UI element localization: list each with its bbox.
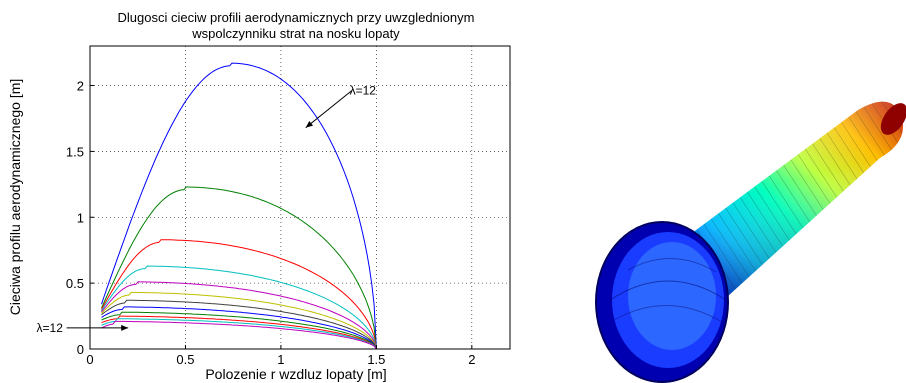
- annotations: λ=12 λ=12: [37, 84, 377, 335]
- axis-ticks: 0 0.5 1 1.5 2 0 0.5 1 1.5 2: [66, 79, 476, 367]
- series-line-7: [101, 299, 377, 350]
- series-line-1: [101, 62, 377, 350]
- series-line-5: [101, 281, 377, 350]
- y-tick-label: 0.5: [66, 276, 84, 291]
- series-line-6: [101, 291, 377, 350]
- annotation-arrow-head: [121, 324, 129, 331]
- x-tick-label: 0: [86, 352, 93, 367]
- x-tick-label: 1: [277, 352, 284, 367]
- series-line-4: [101, 265, 377, 350]
- series-line-8: [101, 306, 377, 350]
- series-line-11: [101, 318, 377, 350]
- y-tick-label: 0: [77, 342, 84, 357]
- plot-frame: [89, 45, 511, 350]
- y-tick-label: 1: [77, 210, 84, 225]
- annotation-arrow-line: [305, 90, 352, 129]
- chart-title-line-1: Dlugosci cieciw profili aerodynamicznych…: [118, 10, 475, 25]
- x-axis-label: Polozenie r wzdluz lopaty [m]: [205, 366, 386, 382]
- annotation-arrow-head: [305, 120, 314, 128]
- x-tick-label: 2: [468, 352, 475, 367]
- blade-3d-render: [595, 101, 906, 383]
- chart-title-line-2: wspolczynniku strat na nosku lopaty: [191, 26, 400, 41]
- grid: [90, 46, 510, 349]
- y-tick-label: 2: [77, 79, 84, 94]
- x-tick-label: 1.5: [367, 352, 385, 367]
- y-axis-label: Cieciwa profilu aerodynamicznego [m]: [7, 79, 23, 316]
- x-tick-label: 0.5: [176, 352, 194, 367]
- lambda-annotation-2: λ=12: [37, 321, 64, 335]
- lambda-annotation-1: λ=12: [350, 84, 377, 98]
- series-line-3: [101, 239, 377, 350]
- series-line-2: [101, 186, 377, 350]
- series-line-12: [101, 320, 377, 350]
- y-tick-label: 1.5: [66, 144, 84, 159]
- series-line-9: [101, 311, 377, 350]
- series-group: [101, 62, 377, 350]
- series-line-10: [101, 315, 377, 350]
